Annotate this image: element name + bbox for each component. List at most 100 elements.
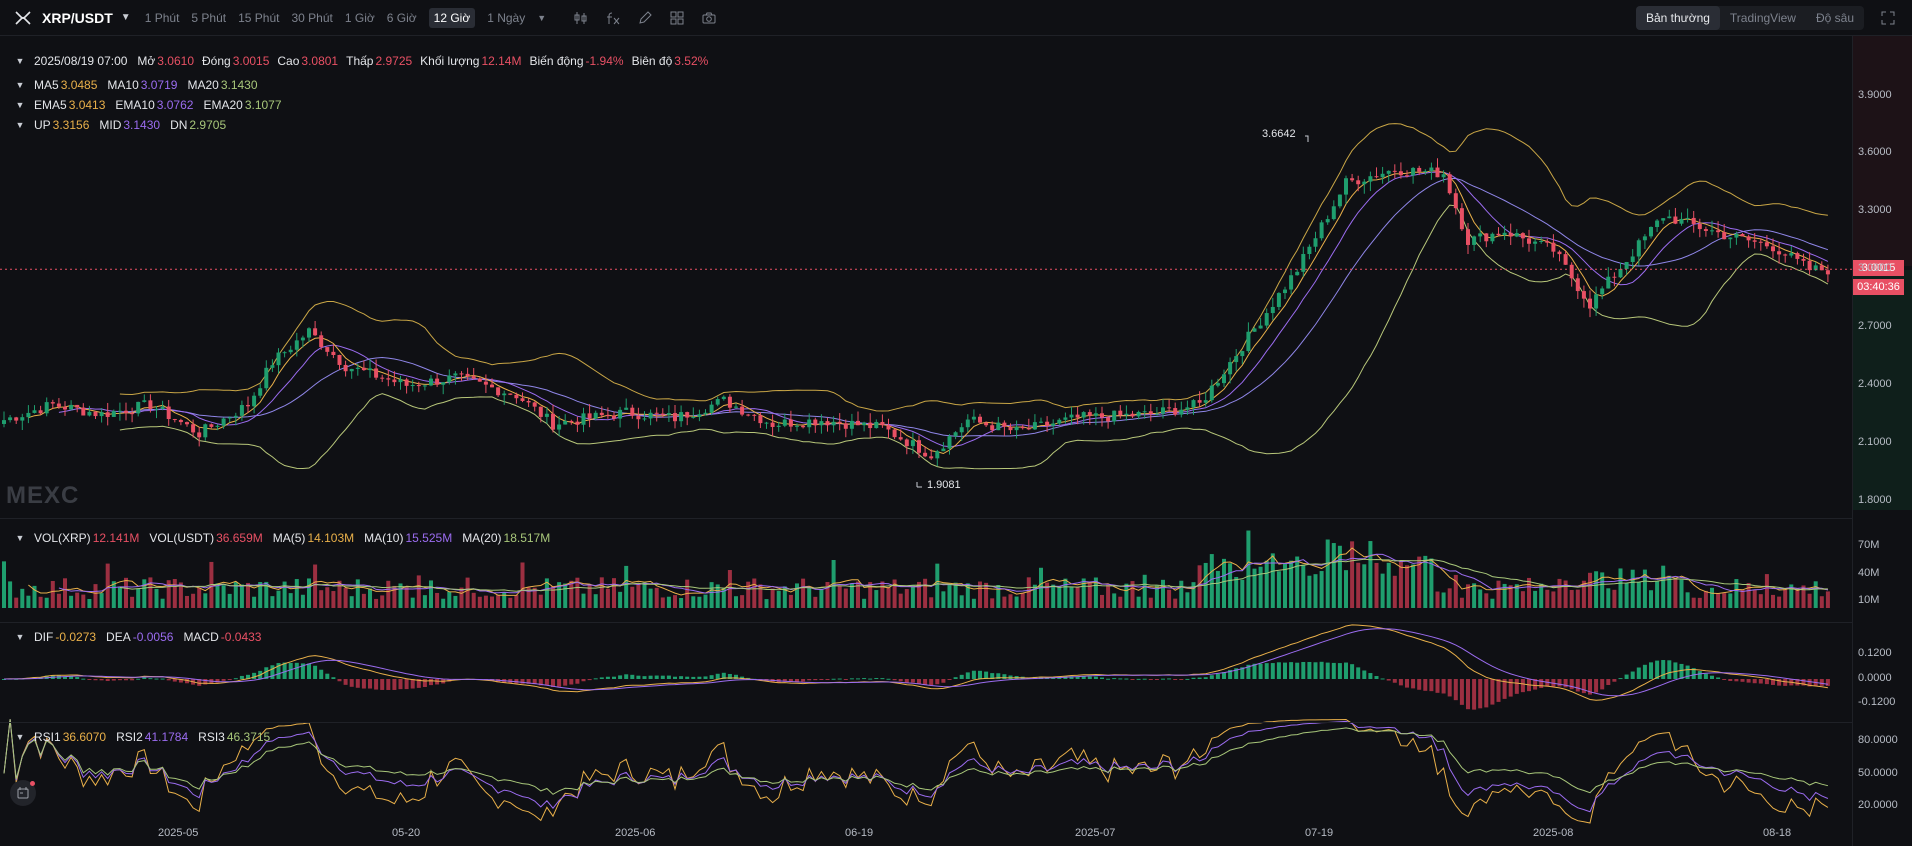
- boll-legend-label: MID: [99, 118, 122, 132]
- volume-bar: [1734, 579, 1739, 608]
- macd-bar: [1154, 679, 1159, 680]
- layout-grid-icon[interactable]: [668, 9, 686, 27]
- macd-bar: [1764, 679, 1769, 685]
- volume-bar: [172, 579, 177, 608]
- volume-bar: [1398, 561, 1403, 608]
- macd-bar: [1691, 668, 1696, 679]
- fullscreen-icon[interactable]: [1880, 10, 1896, 26]
- rsi-legend-label: RSI3: [198, 730, 225, 744]
- macd-bar: [1612, 679, 1617, 682]
- volume-bar: [197, 587, 202, 608]
- macd-bar: [1283, 662, 1287, 679]
- candle-body: [526, 400, 531, 403]
- collapse-rsi-legend-icon[interactable]: ▼: [15, 732, 25, 742]
- volume-bar: [300, 594, 305, 608]
- collapse-macd-legend-icon[interactable]: ▼: [15, 632, 25, 642]
- volume-bar: [1173, 598, 1178, 608]
- macd-bar: [1649, 662, 1653, 679]
- volume-bar: [1148, 597, 1153, 608]
- collapse-boll-legend-icon[interactable]: ▼: [15, 120, 25, 130]
- candle-body: [1307, 246, 1312, 255]
- volume-bar: [1191, 582, 1196, 608]
- collapse-ma-legend-icon[interactable]: ▼: [15, 80, 25, 90]
- volume-bar: [477, 596, 482, 608]
- macd-bar: [75, 677, 80, 679]
- more-timeframes-icon[interactable]: ▼: [537, 12, 547, 23]
- volume-bar: [1234, 576, 1239, 608]
- macd-tick: 0.0000: [1858, 672, 1892, 684]
- high-value: 3.0801: [301, 54, 339, 68]
- tab-timeframe-3[interactable]: 30 Phút: [291, 10, 333, 25]
- candle-body: [923, 452, 928, 457]
- volume-bar: [294, 579, 299, 608]
- tab-view-0[interactable]: Bản thường: [1635, 6, 1720, 30]
- macd-bar: [1093, 676, 1098, 679]
- pair-selector[interactable]: XRP/USDT: [42, 9, 113, 26]
- candle-body: [1459, 208, 1464, 230]
- volume-bar: [130, 596, 135, 608]
- drawing-pencil-icon[interactable]: [636, 9, 654, 27]
- candle-body: [1441, 174, 1446, 178]
- candle-body: [1496, 233, 1501, 236]
- macd-bar: [300, 663, 305, 679]
- price-tick: 3.0000: [1858, 262, 1892, 274]
- collapse-ema-legend-icon[interactable]: ▼: [15, 100, 25, 110]
- macd-bar: [843, 679, 848, 680]
- tab-timeframe-7[interactable]: 1 Ngày: [487, 10, 526, 25]
- volume-bar: [636, 583, 641, 608]
- candle-body: [252, 395, 257, 407]
- camera-icon[interactable]: [700, 9, 718, 27]
- candle-body: [514, 394, 519, 399]
- candle-body: [264, 367, 269, 389]
- macd-legend: ▼ DIF -0.0273 DEA -0.0056 MACD -0.0433: [0, 630, 262, 644]
- alert-clock-icon: [17, 787, 29, 799]
- volume-bar: [770, 588, 775, 608]
- volume-bar: [1130, 581, 1135, 608]
- tab-timeframe-0[interactable]: 1 Phút: [144, 10, 180, 25]
- macd-bar: [1472, 679, 1477, 710]
- macd-bar: [831, 678, 836, 680]
- tab-timeframe-6[interactable]: 12 Giờ: [428, 7, 476, 28]
- macd-bar: [1313, 662, 1318, 679]
- volume-bar: [154, 588, 159, 608]
- volume-bar: [313, 564, 318, 608]
- macd-bar: [1533, 679, 1538, 690]
- volume-bar: [526, 587, 531, 608]
- macd-bar: [404, 679, 409, 690]
- candle-body: [953, 432, 958, 437]
- xrp-logo-icon: [12, 7, 34, 29]
- tab-timeframe-2[interactable]: 15 Phút: [238, 10, 280, 25]
- candle-type-icon[interactable]: [572, 9, 590, 27]
- collapse-volume-legend-icon[interactable]: ▼: [15, 533, 25, 543]
- pair-dropdown-icon[interactable]: ▼: [120, 12, 131, 23]
- candle-body: [782, 419, 787, 426]
- tab-timeframe-4[interactable]: 1 Giờ: [344, 10, 375, 25]
- volume-bar: [38, 596, 43, 608]
- volume-bar: [1405, 565, 1409, 608]
- collapse-legend-icon[interactable]: ▼: [15, 56, 25, 66]
- tab-timeframe-1[interactable]: 5 Phút: [191, 10, 227, 25]
- candle-body: [1545, 240, 1550, 243]
- candle-body: [1642, 236, 1647, 241]
- volume-bar: [654, 587, 659, 608]
- volume-bar: [69, 595, 74, 608]
- tab-view-1[interactable]: TradingView: [1729, 11, 1796, 25]
- macd-bar: [917, 679, 921, 684]
- tab-view-2[interactable]: Độ sâu: [1815, 11, 1854, 25]
- macd-bar: [1667, 660, 1672, 679]
- volume-bar: [1295, 556, 1300, 608]
- candle-body: [715, 399, 720, 405]
- tab-timeframe-5[interactable]: 6 Giờ: [386, 10, 417, 25]
- volume-bar: [551, 586, 555, 608]
- volume-bar: [923, 578, 928, 608]
- candle-body: [1246, 331, 1251, 352]
- volume-bar: [1789, 584, 1794, 608]
- indicator-fx-icon[interactable]: [604, 9, 622, 27]
- macd-bar: [1075, 676, 1080, 679]
- candle-body: [1276, 293, 1281, 307]
- candle-body: [1691, 217, 1696, 224]
- price-alert-button[interactable]: [10, 780, 36, 806]
- candle-body: [1032, 422, 1037, 430]
- volume-bar: [99, 593, 104, 608]
